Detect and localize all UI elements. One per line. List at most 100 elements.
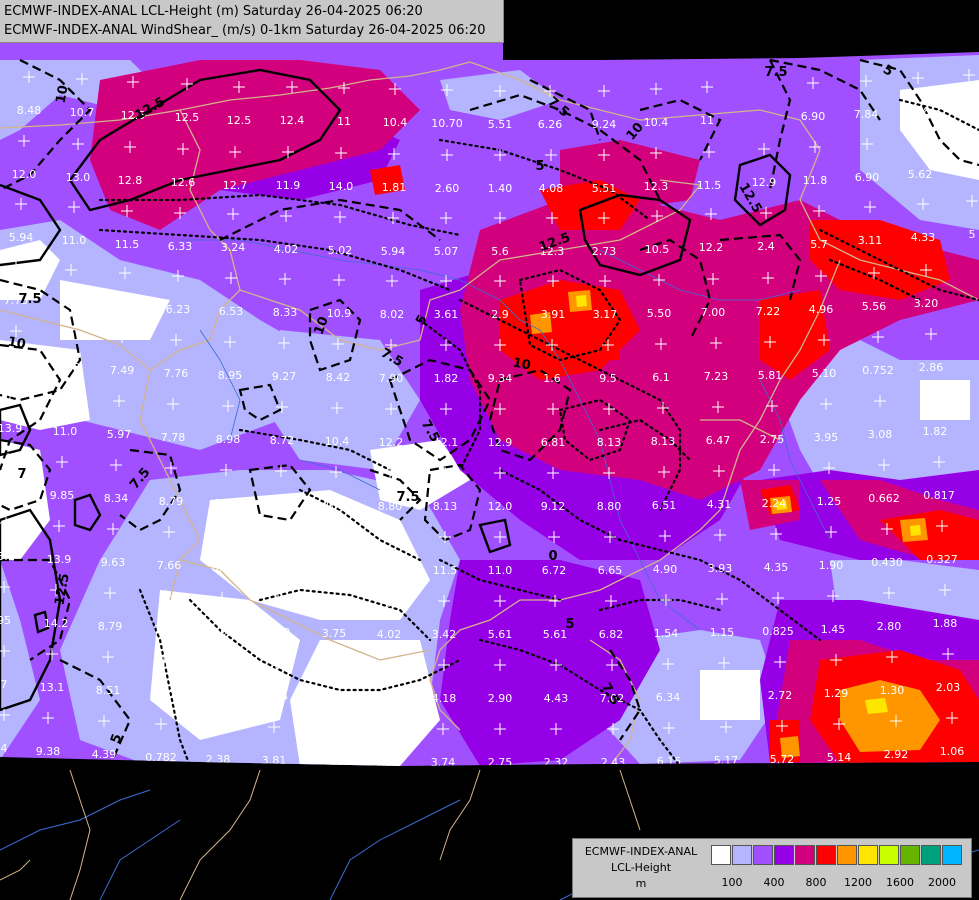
wind-shear-contour: [609, 649, 642, 741]
plus-marker: [440, 339, 452, 351]
plus-marker: [98, 715, 110, 727]
wind-shear-contour: [188, 598, 462, 692]
grid-value-label: 3.74: [431, 756, 456, 769]
plus-marker: [604, 531, 616, 543]
legend-swatch: [879, 845, 899, 865]
plus-marker: [494, 659, 506, 671]
grid-value-label: 7.84: [854, 108, 879, 121]
grid-value-label: 5.10: [812, 367, 837, 380]
plus-marker: [764, 336, 776, 348]
plus-marker: [598, 85, 610, 97]
grid-value-label: 9.99: [214, 497, 239, 510]
plus-marker: [279, 273, 291, 285]
grid-value-label: 12.5: [175, 111, 200, 124]
white-patch: [700, 670, 760, 720]
contour-value-label: 12.5: [52, 572, 72, 606]
white-patch: [0, 440, 50, 560]
grid-value-label: 2.80: [877, 620, 902, 633]
plus-marker: [548, 531, 560, 543]
grid-value-label: 3.75: [322, 627, 347, 640]
plus-marker: [881, 523, 893, 535]
wind-shear-contour: [0, 508, 62, 712]
plus-marker: [170, 334, 182, 346]
grid-value-label: 6.1: [652, 371, 670, 384]
plus-marker: [868, 267, 880, 279]
wind-shear-contour: [298, 488, 422, 562]
grid-value-label: 11.5: [697, 179, 722, 192]
plus-marker: [651, 210, 663, 222]
grid-value-label: 1.15: [710, 626, 735, 639]
title-line-2: ECMWF-INDEX-ANAL WindShear_ (m/s) 0-1km …: [4, 23, 486, 38]
wind-shear-contour: [418, 318, 482, 472]
grid-value-label: 10.4: [644, 116, 669, 129]
plus-marker: [107, 523, 119, 535]
plus-marker: [338, 82, 350, 94]
grid-value-label: 10.7: [70, 106, 95, 119]
plus-marker: [705, 208, 717, 220]
grid-value-label: 6.34: [656, 691, 681, 704]
plus-marker: [766, 400, 778, 412]
plus-marker: [714, 529, 726, 541]
plus-marker: [121, 205, 133, 217]
grid-value-label: 11.0: [53, 425, 78, 438]
grid-value-label: 5.50: [647, 307, 672, 320]
plus-marker: [229, 146, 241, 158]
grid-value-label: 1.30: [880, 684, 905, 697]
plus-marker: [939, 584, 951, 596]
plus-marker: [222, 400, 234, 412]
grid-value-label: 11: [700, 114, 714, 127]
wind-shear-contour: [59, 659, 132, 766]
contour-value-label: 10: [6, 335, 26, 353]
plus-marker: [2, 453, 14, 465]
plus-marker: [658, 466, 670, 478]
wind-shear-contour: [438, 558, 562, 602]
plus-marker: [549, 595, 561, 607]
plus-marker: [544, 85, 556, 97]
light-lilac-patch: [0, 560, 40, 760]
grid-value-label: 2.03: [936, 681, 961, 694]
grid-value-label: 2.75: [488, 756, 513, 769]
grid-value-label: 11: [337, 115, 351, 128]
grid-value-label: 1.06: [940, 745, 965, 758]
wind-shear-contour: [478, 518, 512, 554]
grid-value-label: 10.4: [325, 435, 350, 448]
plus-marker: [181, 78, 193, 90]
legend-swatch: [711, 845, 731, 865]
grid-value-label: 5.14: [827, 751, 852, 764]
grid-value-label: 8.80: [378, 500, 403, 513]
grid-value-label: 4.30: [375, 756, 400, 769]
grid-value-label: 13.0: [66, 171, 91, 184]
outside-border: [0, 859, 31, 881]
plus-marker: [776, 720, 788, 732]
plus-marker: [770, 528, 782, 540]
plus-marker: [917, 198, 929, 210]
grid-value-label: 8.72: [270, 434, 295, 447]
plus-marker: [760, 207, 772, 219]
grid-value-label: 1.82: [434, 372, 459, 385]
plus-marker: [0, 709, 10, 721]
plus-marker: [650, 147, 662, 159]
grid-value-label: 12.1: [269, 498, 294, 511]
plus-marker: [381, 723, 393, 735]
grid-value-label: 8.13: [651, 435, 676, 448]
grid-value-label: 10.9: [327, 307, 352, 320]
white-patch: [290, 640, 440, 766]
grid-value-label: 2.32: [544, 756, 569, 769]
grid-value-label: 5.81: [758, 369, 783, 382]
plus-marker: [438, 595, 450, 607]
grid-value-label: 7.00: [701, 306, 726, 319]
grid-value-label: 12.3: [644, 180, 669, 193]
wind-shear-contour: [308, 298, 362, 372]
yellow-patch: [776, 501, 787, 510]
plus-marker: [325, 722, 337, 734]
grid-value-label: 7.44: [154, 623, 179, 636]
grid-value-label: 12.3: [540, 245, 565, 258]
plus-marker: [768, 464, 780, 476]
border-line: [179, 559, 431, 661]
river-line: [299, 459, 381, 491]
plus-marker: [650, 83, 662, 95]
grid-value-label: 0.782: [145, 751, 177, 764]
plus-marker: [494, 212, 506, 224]
plus-marker: [546, 339, 558, 351]
plus-marker: [328, 594, 340, 606]
